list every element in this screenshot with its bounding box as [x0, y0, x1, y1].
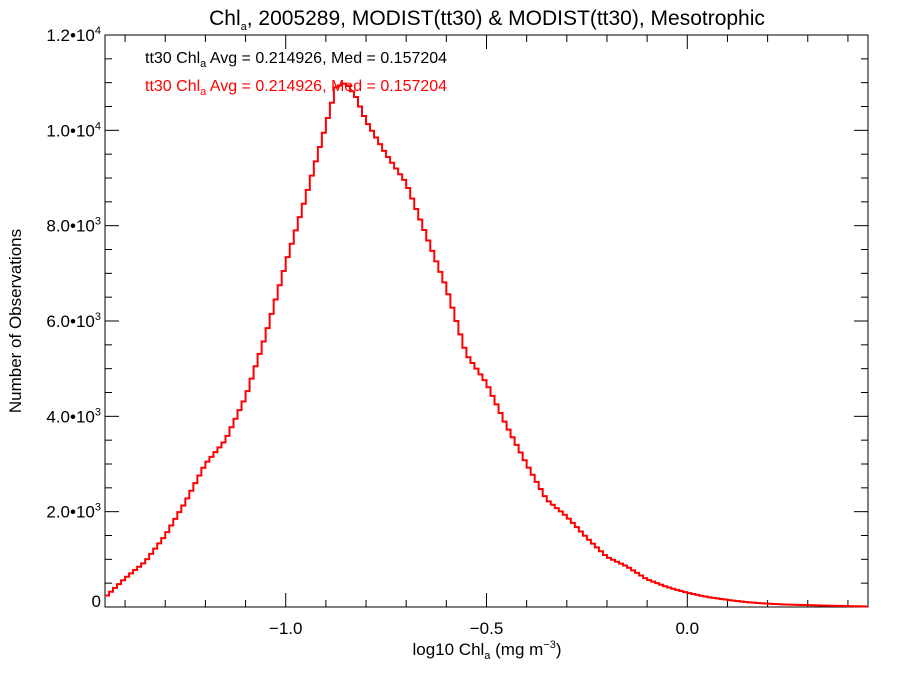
legend-entry-red: tt30 Chla Avg = 0.214926, Med = 0.157204	[145, 78, 447, 98]
x-axis-title: log10 Chla (mg m−3)	[412, 639, 561, 662]
y-tick-label: 1.0•104	[46, 120, 101, 140]
y-tick-label: 4.0•103	[46, 406, 101, 426]
y-tick-label: 1.2•104	[46, 25, 101, 45]
y-tick-label: 6.0•103	[46, 311, 101, 331]
y-tick-label: 8.0•103	[46, 216, 101, 236]
x-tick-label: −0.5	[470, 619, 504, 638]
plot-frame	[104, 34, 869, 608]
y-tick-label: 0	[92, 592, 101, 611]
series-line	[105, 82, 868, 608]
x-tick-label: 0.0	[675, 619, 699, 638]
y-tick-labels: 0 2.0•103 4.0•103 6.0•103 8.0•103 1.0•104 1.2•…	[46, 25, 101, 611]
y-tick-label: 2.0•103	[46, 502, 101, 522]
y-axis-title: Number of Observations	[6, 229, 25, 413]
chart-title: Chla, 2005289, MODIST(tt30) & MODIST(tt3…	[209, 7, 765, 33]
ticks-layer	[105, 34, 868, 608]
x-tick-label: −1.0	[269, 619, 303, 638]
legend-entry-black: tt30 Chla Avg = 0.214926, Med = 0.157204	[145, 50, 447, 70]
x-tick-labels: −1.0 −0.5 0.0	[269, 619, 699, 638]
